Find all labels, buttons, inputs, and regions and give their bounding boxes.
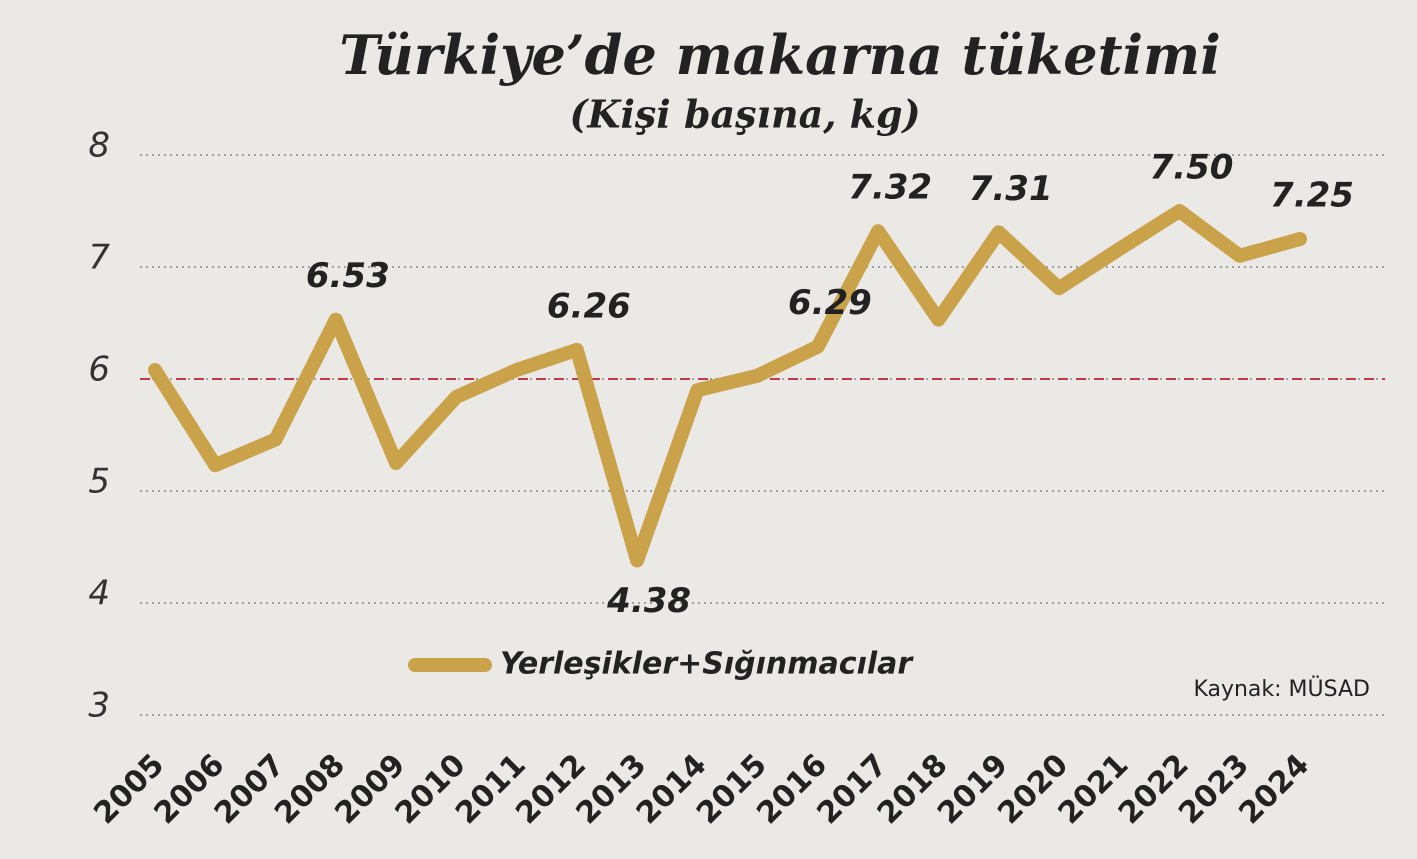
value-label: 4.38	[606, 581, 691, 621]
y-tick-label: 7	[88, 238, 110, 278]
data-line	[148, 204, 1307, 568]
value-label: 6.53	[306, 256, 390, 296]
chart-title: Türkiye’de makarna tüketimi	[339, 23, 1220, 87]
y-tick-label: 8	[88, 126, 110, 166]
legend-label: Yerleşikler+Sığınmacılar	[500, 647, 914, 682]
value-label: 7.50	[1150, 148, 1234, 188]
chart-subtitle: (Kişi başına, kg)	[569, 92, 920, 137]
y-tick-label: 3	[88, 686, 110, 726]
y-tick-label: 5	[88, 462, 110, 502]
source: Kaynak: MÜSAD	[1193, 676, 1370, 702]
value-label: 7.25	[1270, 176, 1354, 216]
value-label: 7.32	[848, 168, 932, 208]
y-tick-label: 4	[88, 574, 110, 614]
y-tick-label: 6	[88, 350, 110, 390]
value-label: 6.26	[547, 286, 631, 326]
value-label: 6.29	[788, 283, 872, 323]
value-label: 7.31	[969, 169, 1053, 209]
